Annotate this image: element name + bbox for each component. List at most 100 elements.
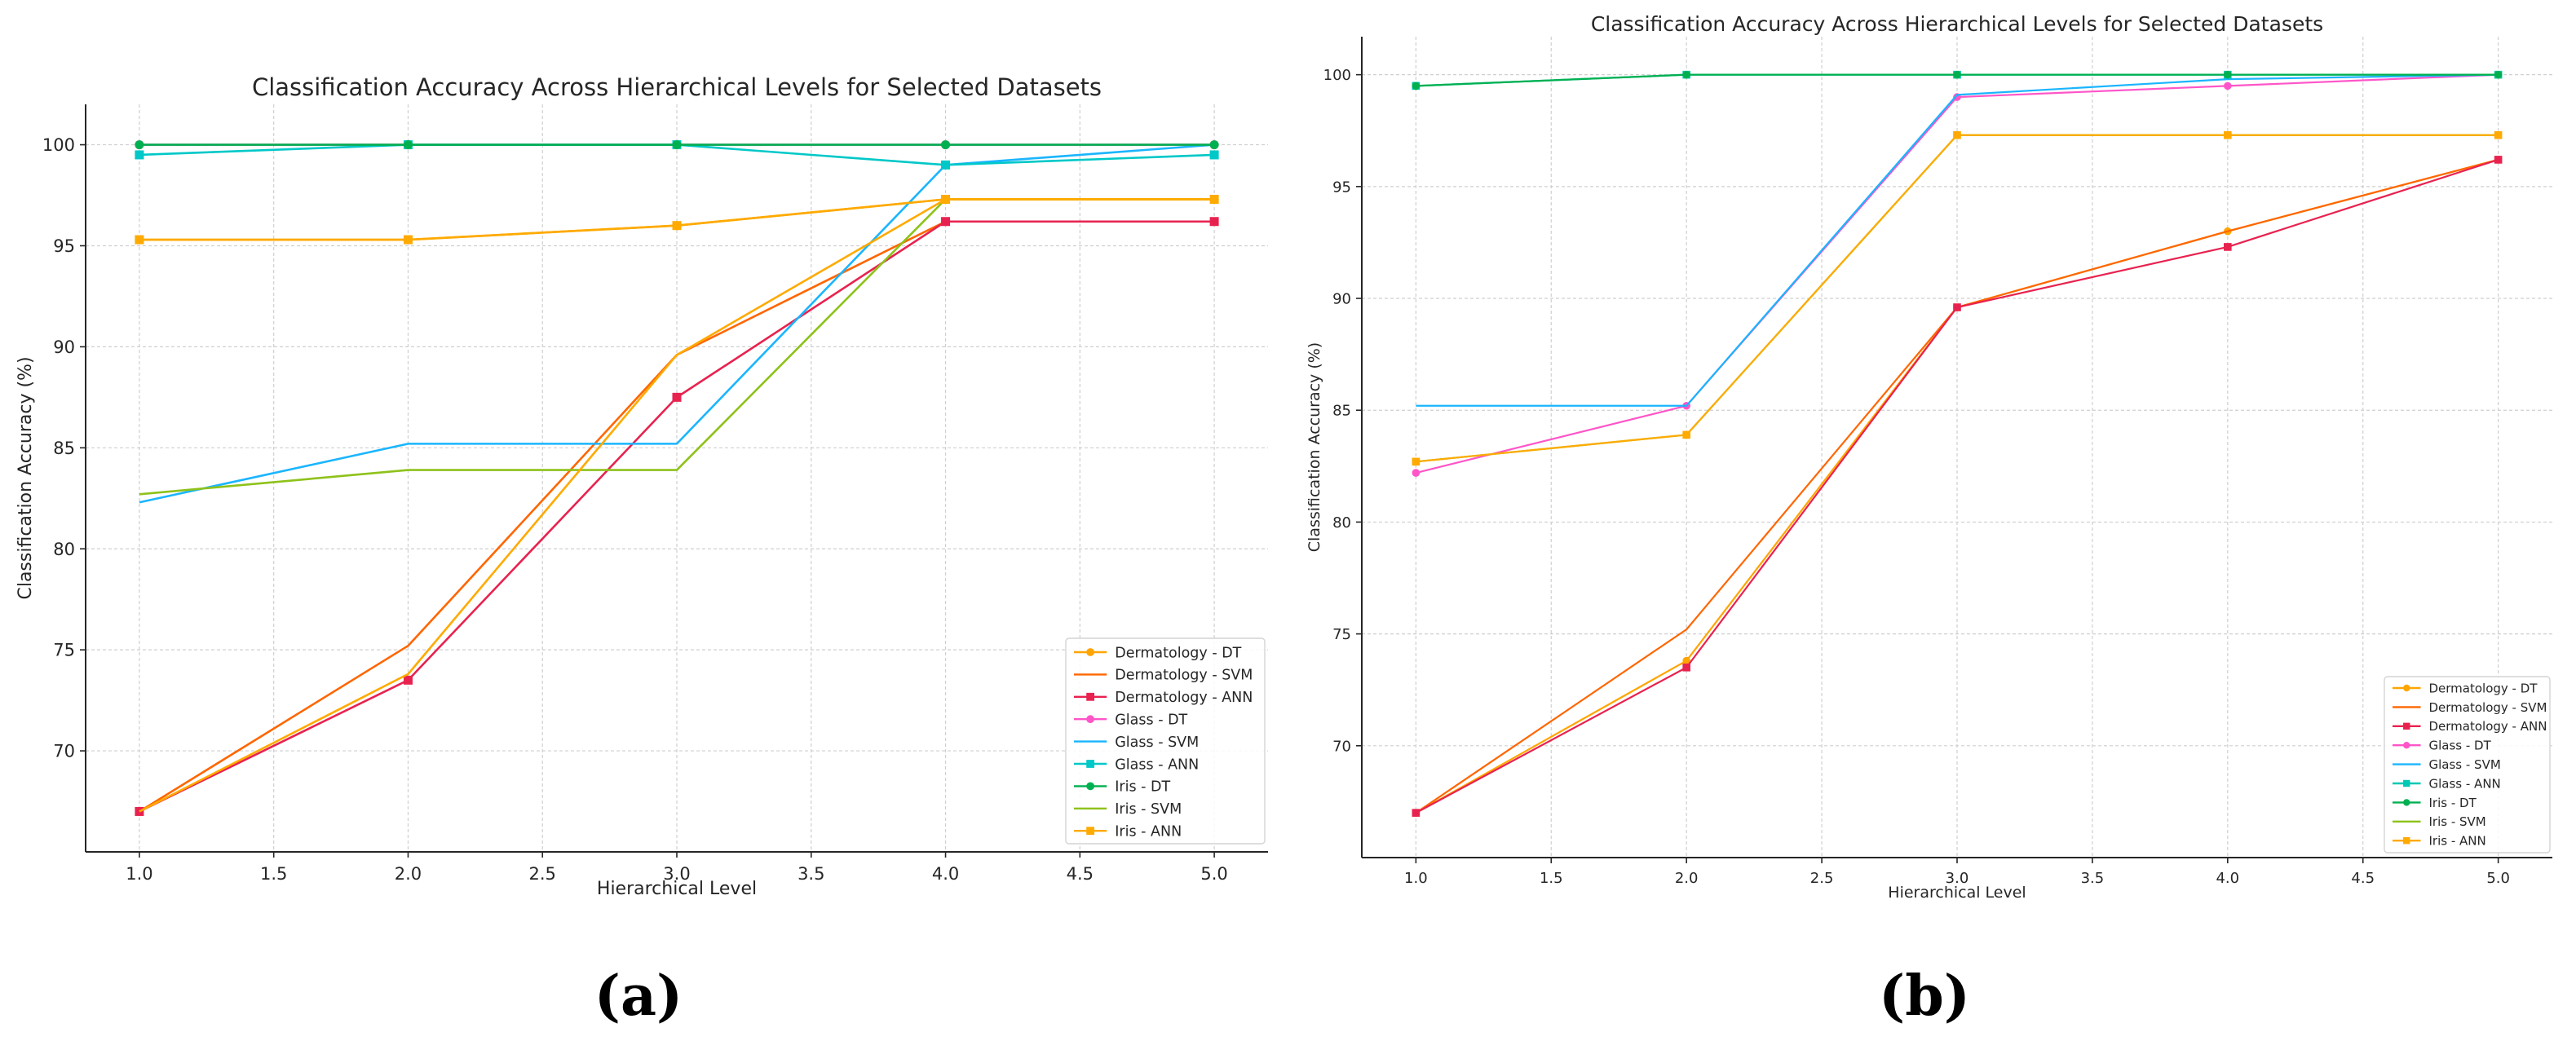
x-tick-label: 3.0 xyxy=(663,864,690,884)
legend-label-iris-dt: Iris - DT xyxy=(1115,779,1170,796)
legend: Dermatology - DT Dermatology - SVM Dermato… xyxy=(2384,676,2551,854)
data-point-iris-dt xyxy=(1682,70,1690,79)
legend: Dermatology - DT Dermatology - SVM Dermato… xyxy=(1065,637,1266,845)
x-tick-label: 4.5 xyxy=(2351,870,2375,887)
data-point-iris-dt xyxy=(2494,70,2503,79)
legend-label-glass-dt: Glass - DT xyxy=(2429,739,2492,753)
y-tick-label: 90 xyxy=(1332,291,1351,308)
data-point-iris-dt xyxy=(672,140,682,150)
x-tick-label: 1.0 xyxy=(1404,870,1428,887)
data-point-iris-dt xyxy=(403,140,413,150)
series-line-iris-ann-lower xyxy=(139,198,1215,813)
data-point-iris-ann xyxy=(1953,130,1961,139)
chart-panel-a: 1.0 1.5 2.0 2.5 3.0 3.5 4.0 4.5 5.0 70 75 80 85 90 95 1… xyxy=(15,73,1268,899)
x-tick-label: 5.0 xyxy=(2486,870,2510,887)
legend-label-glass-svm: Glass - SVM xyxy=(1115,734,1199,751)
legend-label-dermatology-dt: Dermatology - DT xyxy=(2429,681,2538,695)
x-tick-label: 1.0 xyxy=(126,864,152,884)
data-point-iris-dt xyxy=(2224,70,2232,79)
data-point-dermatology-ann xyxy=(1953,303,1961,311)
legend-swatch-marker xyxy=(2403,722,2410,730)
legend-label-dermatology-svm: Dermatology - SVM xyxy=(2429,700,2547,715)
x-tick-label: 5.0 xyxy=(1200,864,1227,884)
y-tick-label: 85 xyxy=(53,439,75,458)
data-point-iris-dt xyxy=(1412,82,1421,90)
legend-label-dermatology-ann: Dermatology - ANN xyxy=(1115,690,1253,706)
data-point-iris-ann xyxy=(2494,130,2503,139)
legend-label-glass-ann: Glass - ANN xyxy=(1115,756,1199,773)
legend-label-glass-dt: Glass - DT xyxy=(1115,712,1187,729)
data-point-dermatology-ann xyxy=(941,217,951,227)
data-point-iris-ann xyxy=(672,221,682,231)
legend-label-iris-svm: Iris - SVM xyxy=(2429,814,2486,829)
data-point-iris-ann xyxy=(1682,430,1690,439)
y-tick-label: 80 xyxy=(53,540,75,559)
series-line-dermatology-dt xyxy=(1415,158,2499,814)
x-axis-label: Hierarchical Level xyxy=(597,879,757,899)
chart-title: Classification Accuracy Across Hierarchi… xyxy=(1591,12,2323,36)
data-point-dermatology-ann xyxy=(1682,663,1690,672)
y-tick-label: 100 xyxy=(1323,67,1351,84)
x-tick-label: 4.0 xyxy=(2216,870,2239,887)
x-tick-label: 4.5 xyxy=(1067,864,1094,884)
data-point-dermatology-ann xyxy=(403,675,413,685)
legend-label-dermatology-ann: Dermatology - ANN xyxy=(2429,719,2547,734)
legend-label-dermatology-svm: Dermatology - SVM xyxy=(1115,668,1253,684)
y-tick-label: 70 xyxy=(53,742,75,761)
y-tick-label: 70 xyxy=(1332,738,1351,755)
data-point-dermatology-ann xyxy=(2494,156,2503,164)
series-group xyxy=(1412,70,2503,817)
legend-swatch-marker xyxy=(1086,648,1095,656)
legend-swatch-marker xyxy=(1086,760,1095,768)
data-point-dermatology-ann xyxy=(1209,217,1219,227)
data-point-glass-ann xyxy=(135,150,144,160)
data-point-glass-dt xyxy=(1412,469,1421,477)
legend-label-iris-dt: Iris - DT xyxy=(2429,796,2477,810)
y-tick-label: 90 xyxy=(53,337,75,357)
legend-swatch-marker xyxy=(2403,779,2410,787)
legend-swatch-marker xyxy=(2403,742,2410,749)
legend-swatch-marker xyxy=(1086,782,1095,791)
x-tick-label: 2.0 xyxy=(1675,870,1699,887)
data-point-iris-ann xyxy=(135,235,144,245)
x-tick-label: 2.5 xyxy=(529,864,556,884)
legend-label-dermatology-dt: Dermatology - DT xyxy=(1115,645,1241,661)
legend-swatch-marker xyxy=(1086,827,1095,836)
legend-label-iris-ann: Iris - ANN xyxy=(2429,834,2486,849)
chart-panel-b: 1.0 1.5 2.0 2.5 3.0 3.5 4.0 4.5 5.0 70 75 80 85 90 95 1… xyxy=(1306,12,2552,902)
data-point-glass-ann xyxy=(941,160,951,170)
legend-swatch-marker xyxy=(1086,715,1095,724)
y-tick-label: 85 xyxy=(1332,403,1351,420)
data-point-dermatology-ann xyxy=(2224,243,2232,251)
y-axis-label: Classification Accuracy (%) xyxy=(15,356,36,599)
y-tick-label: 95 xyxy=(53,236,75,256)
series-line-glass-svm xyxy=(1416,73,2499,407)
x-tick-label: 3.5 xyxy=(798,864,824,884)
legend-swatch-marker xyxy=(2403,837,2410,845)
data-point-glass-dt xyxy=(2224,82,2232,90)
x-axis-label: Hierarchical Level xyxy=(1888,884,2026,902)
x-tick-label: 2.5 xyxy=(1810,870,1834,887)
legend-label-iris-ann: Iris - ANN xyxy=(1115,824,1182,840)
legend-swatch-marker xyxy=(1086,692,1095,701)
panel-caption-a: (a) xyxy=(594,964,683,1029)
data-point-dermatology-ann xyxy=(1412,809,1421,817)
y-tick-label: 95 xyxy=(1332,179,1351,196)
legend-label-iris-svm: Iris - SVM xyxy=(1115,801,1182,818)
x-tick-label: 4.0 xyxy=(932,864,959,884)
x-tick-label: 3.0 xyxy=(1946,870,1969,887)
chart-title: Classification Accuracy Across Hierarchi… xyxy=(252,73,1102,101)
y-axis-label: Classification Accuracy (%) xyxy=(1306,342,1323,552)
series-group xyxy=(135,140,1219,816)
series-line-dermatology-svm xyxy=(1415,158,2499,814)
y-tick-label: 100 xyxy=(42,135,75,155)
data-point-iris-dt xyxy=(941,140,951,150)
x-tick-label: 1.5 xyxy=(1540,870,1563,887)
data-point-iris-dt xyxy=(135,140,144,150)
data-point-glass-ann xyxy=(1209,150,1219,160)
data-point-dermatology-ann xyxy=(672,392,682,402)
gridlines xyxy=(1362,37,2552,858)
y-tick-label: 80 xyxy=(1332,514,1351,532)
panel-caption-b: (b) xyxy=(1879,964,1970,1029)
